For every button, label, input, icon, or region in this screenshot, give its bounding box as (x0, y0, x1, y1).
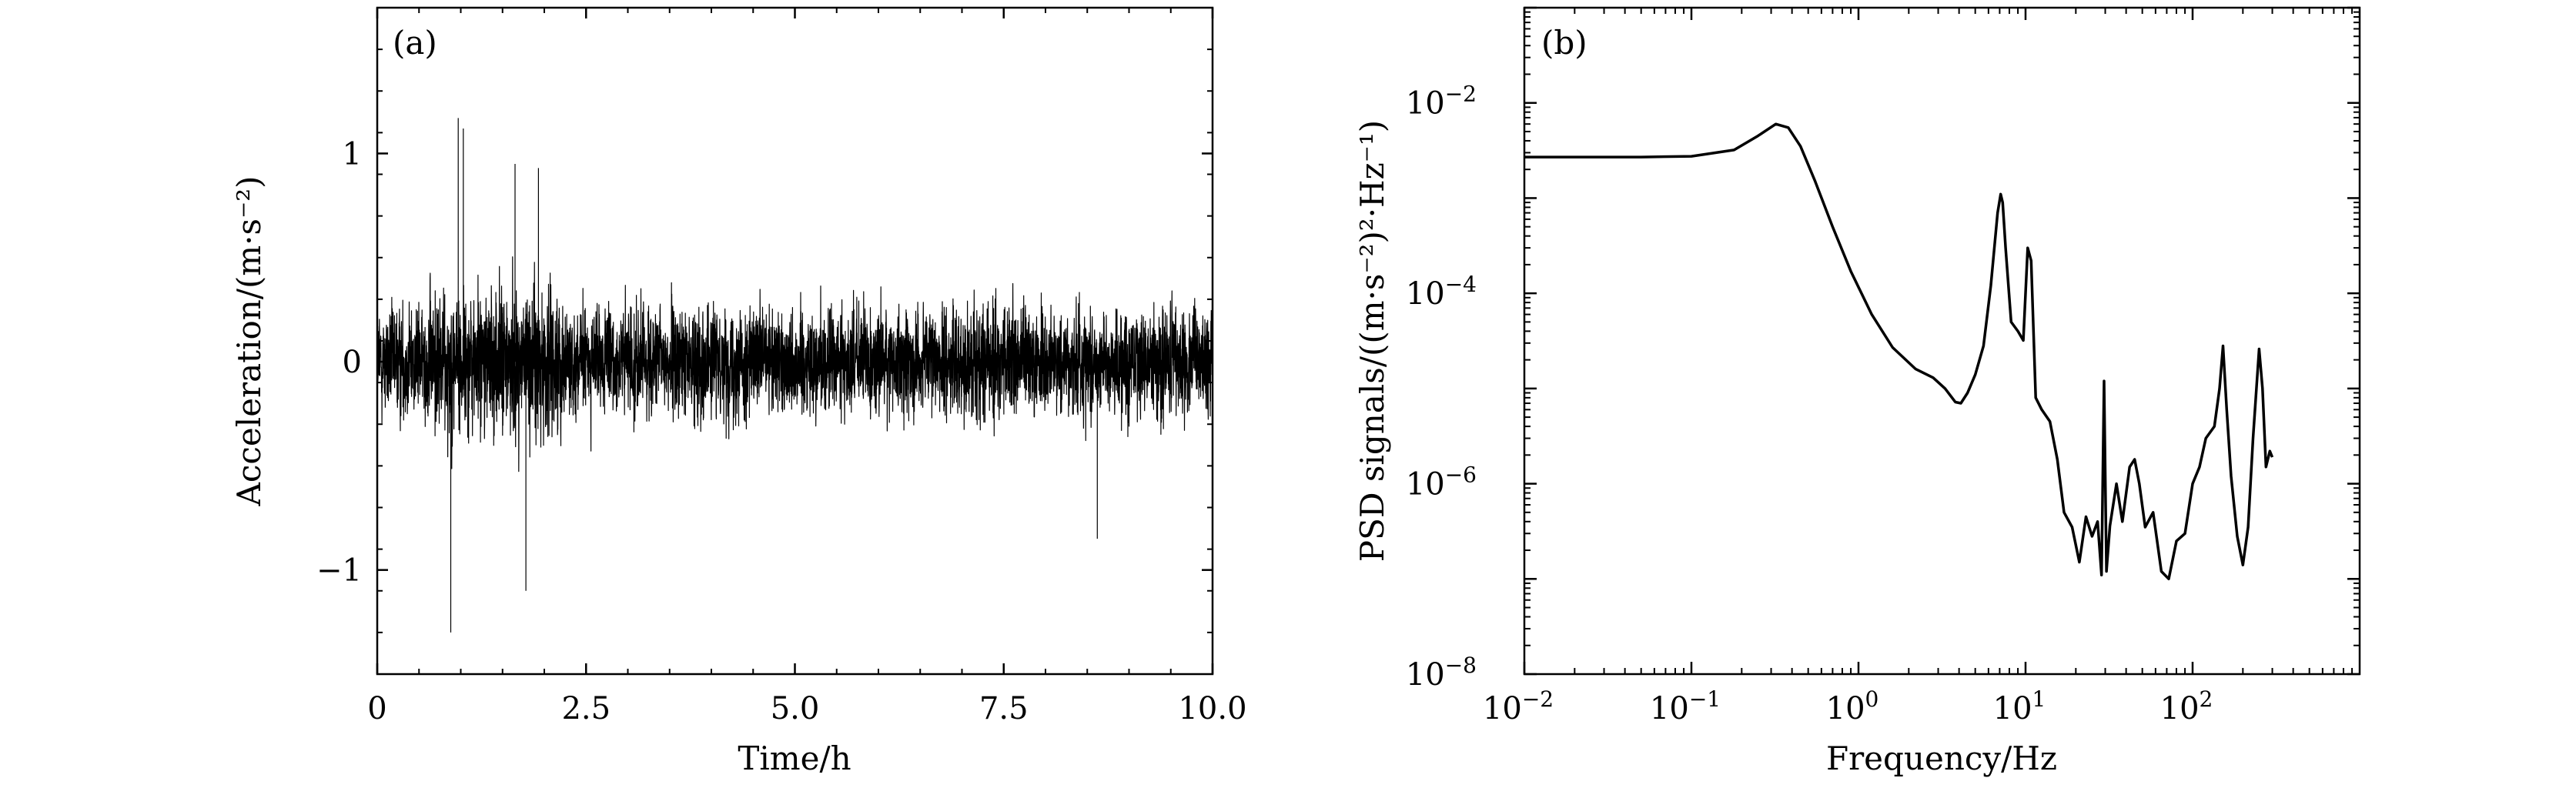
psd-curve (1524, 122, 2274, 581)
panel-a-x-axis-label: Time/h (738, 740, 851, 777)
x-tick-label: 10.0 (1178, 691, 1246, 726)
panel-b: 10−2 10−1 100 101 102 10−8 10−6 10−4 10−2 (b) F… (1353, 6, 2361, 777)
x-tick-label: 101 (1993, 686, 2046, 726)
panel-b-y-ticks: 10−8 10−6 10−4 10−2 (1406, 6, 2360, 693)
x-tick-label: 102 (2160, 686, 2213, 726)
panel-a: 0 2.5 5.0 7.5 10.0 −1 0 1 (a) Time/h Accelerat… (230, 6, 1247, 777)
x-tick-label: 10−1 (1650, 686, 1721, 726)
panel-a-label: (a) (393, 24, 437, 62)
panel-b-label: (b) (1541, 24, 1587, 62)
y-tick-label: 0 (343, 345, 362, 380)
panel-b-frame (1523, 6, 2361, 676)
y-tick-label: 10−4 (1406, 272, 1477, 312)
y-tick-label: −1 (316, 553, 362, 589)
x-tick-label: 5.0 (771, 691, 820, 726)
x-tick-label: 0 (367, 691, 386, 726)
x-tick-label: 100 (1826, 686, 1879, 726)
panel-b-x-axis-label: Frequency/Hz (1826, 740, 2057, 777)
x-tick-label: 7.5 (979, 691, 1029, 726)
y-tick-label: 10−2 (1406, 82, 1477, 122)
acceleration-signal-line (376, 118, 1213, 633)
y-tick-label: 10−6 (1406, 462, 1477, 503)
panel-a-y-axis-label: Acceleration/(m·s⁻²) (230, 176, 268, 507)
y-tick-label: 10−8 (1406, 653, 1477, 693)
panel-b-y-axis-label: PSD signals/((m·s⁻²)²·Hz⁻¹) (1353, 120, 1391, 562)
panel-a-x-ticks: 0 2.5 5.0 7.5 10.0 (367, 8, 1247, 726)
y-tick-label: 1 (343, 136, 362, 172)
x-tick-label: 2.5 (561, 691, 611, 726)
panel-a-y-ticks: −1 0 1 (316, 48, 1213, 675)
x-tick-label: 10−2 (1483, 686, 1554, 726)
panel-b-x-ticks: 10−2 10−1 100 101 102 (1483, 8, 2354, 726)
